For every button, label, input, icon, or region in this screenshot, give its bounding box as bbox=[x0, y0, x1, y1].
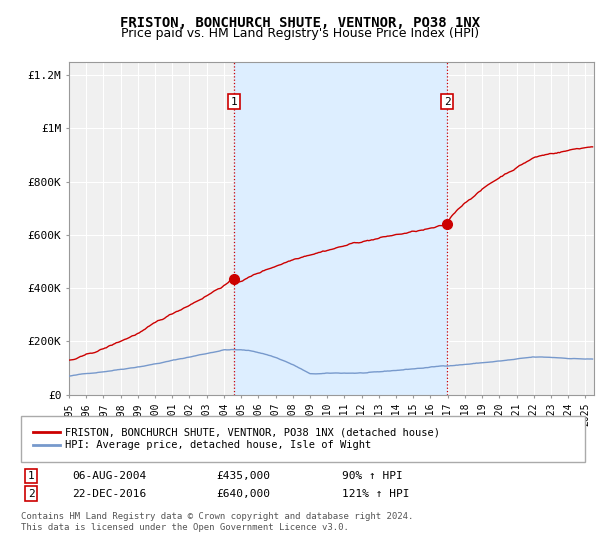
Text: 90% ↑ HPI: 90% ↑ HPI bbox=[342, 471, 403, 481]
Text: £640,000: £640,000 bbox=[216, 489, 270, 499]
Text: 1: 1 bbox=[28, 471, 35, 481]
Text: FRISTON, BONCHURCH SHUTE, VENTNOR, PO38 1NX: FRISTON, BONCHURCH SHUTE, VENTNOR, PO38 … bbox=[120, 16, 480, 30]
Bar bbox=[234, 62, 447, 395]
Text: 06-AUG-2004: 06-AUG-2004 bbox=[72, 471, 146, 481]
Text: HPI: Average price, detached house, Isle of Wight: HPI: Average price, detached house, Isle… bbox=[65, 440, 371, 450]
Text: 2: 2 bbox=[444, 96, 451, 106]
Text: Contains HM Land Registry data © Crown copyright and database right 2024.
This d: Contains HM Land Registry data © Crown c… bbox=[21, 512, 413, 532]
Text: Price paid vs. HM Land Registry's House Price Index (HPI): Price paid vs. HM Land Registry's House … bbox=[121, 27, 479, 40]
Text: 121% ↑ HPI: 121% ↑ HPI bbox=[342, 489, 409, 499]
Text: 22-DEC-2016: 22-DEC-2016 bbox=[72, 489, 146, 499]
Text: 1: 1 bbox=[231, 96, 238, 106]
Text: FRISTON, BONCHURCH SHUTE, VENTNOR, PO38 1NX (detached house): FRISTON, BONCHURCH SHUTE, VENTNOR, PO38 … bbox=[65, 427, 440, 437]
Text: £435,000: £435,000 bbox=[216, 471, 270, 481]
Text: 2: 2 bbox=[28, 489, 35, 499]
